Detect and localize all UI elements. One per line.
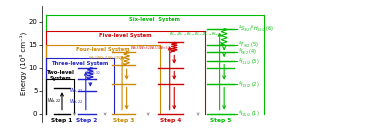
Text: $^4I_{11/2}$ (3): $^4I_{11/2}$ (3) [238,56,259,66]
Text: $^4S_{3/2}$/$^2H_{11/2}$ (6): $^4S_{3/2}$/$^2H_{11/2}$ (6) [238,24,274,33]
Text: Five-level System: Five-level System [99,33,152,38]
Text: Three-level System: Three-level System [51,61,109,66]
Text: Step 5: Step 5 [210,118,231,123]
Text: $W_{a,55}W_{r,52}W_{r,53}W_{nr,54}$: $W_{a,55}W_{r,52}W_{r,53}W_{nr,54}$ [130,45,171,52]
Y-axis label: Energy (10³ cm⁻¹): Energy (10³ cm⁻¹) [20,32,27,95]
Text: $^4F_{9/2}$ (5): $^4F_{9/2}$ (5) [238,40,259,49]
Text: $^4I_{9/2}$ (4): $^4I_{9/2}$ (4) [238,47,257,56]
Text: $^4I_{13/2}$ (2): $^4I_{13/2}$ (2) [238,79,259,88]
Text: $W_{b,21}$: $W_{b,21}$ [69,87,84,95]
Text: $2W_{nr,32}$: $2W_{nr,32}$ [84,69,101,77]
Text: Six-level  System: Six-level System [130,17,180,22]
Text: Two-level
System: Two-level System [46,70,74,81]
Text: Four-level System: Four-level System [76,47,130,52]
Text: $W_{a,56}W_{r,62}W_{r,63}W_{r,64}W_{r,65}W_{nr,65}$: $W_{a,56}W_{r,62}W_{r,63}W_{r,64}W_{r,65… [169,31,223,38]
Text: $W_{b,22}$: $W_{b,22}$ [70,98,84,106]
Text: Step 2: Step 2 [76,118,98,123]
Text: $^4I_{15/2}$ (1): $^4I_{15/2}$ (1) [238,109,259,118]
Text: Step 3: Step 3 [113,118,134,123]
Text: $W_{a,34}W_{b,41}W_{r,42}W_{nr,43}$: $W_{a,34}W_{b,41}W_{r,42}W_{nr,43}$ [88,55,129,62]
Text: Step 1: Step 1 [51,118,73,123]
Text: Step 4: Step 4 [160,118,181,123]
Text: $W_{a,22}$: $W_{a,22}$ [47,97,61,105]
